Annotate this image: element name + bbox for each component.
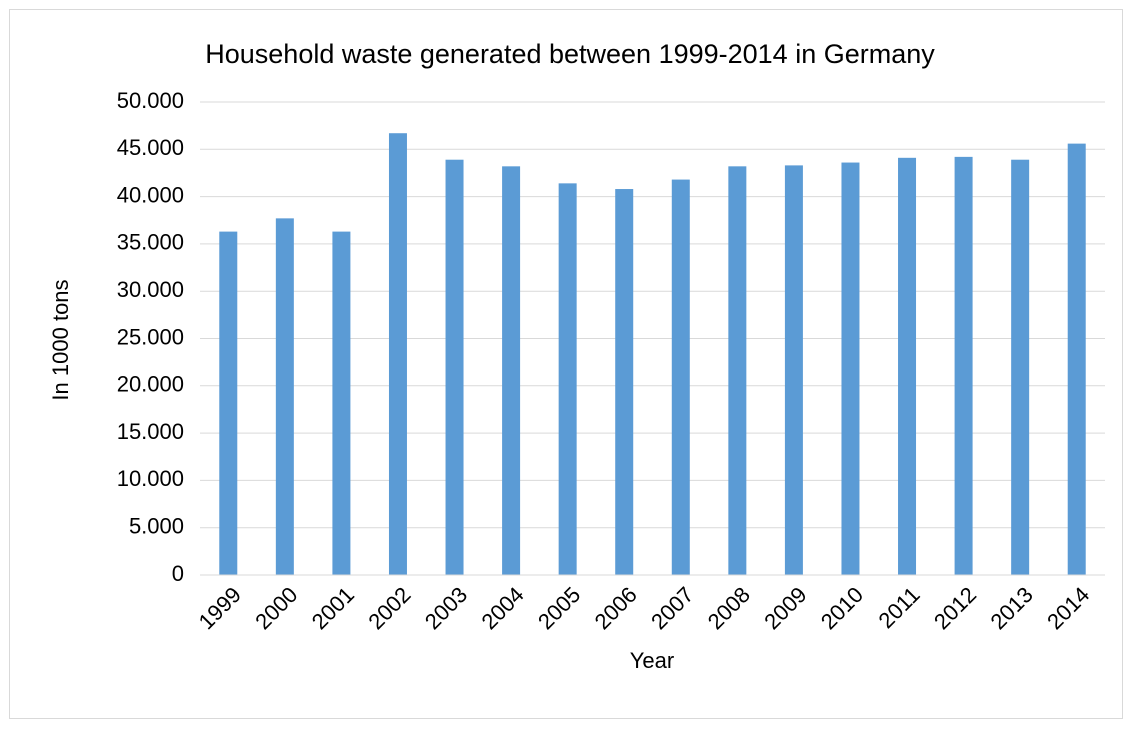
y-tick-label: 25.000 <box>117 324 184 349</box>
y-tick-label: 20.000 <box>117 372 184 397</box>
bar <box>332 231 351 576</box>
bar <box>275 218 294 575</box>
bar <box>558 183 577 575</box>
y-tick-label: 5.000 <box>129 514 184 539</box>
bar <box>388 133 407 575</box>
y-tick-label: 0 <box>172 561 184 586</box>
bar <box>954 156 973 576</box>
bar <box>615 189 634 576</box>
y-tick-label: 40.000 <box>117 182 184 207</box>
bar <box>1067 143 1086 575</box>
bar <box>1011 159 1030 575</box>
bar <box>219 231 238 576</box>
bar <box>445 159 464 575</box>
bar <box>671 179 690 575</box>
y-tick-label: 15.000 <box>117 419 184 444</box>
bar <box>784 165 803 575</box>
y-tick-label: 10.000 <box>117 466 184 491</box>
bar <box>898 157 917 575</box>
chart-title: Household waste generated between 1999-2… <box>205 39 935 69</box>
y-tick-label: 35.000 <box>117 230 184 255</box>
bar <box>502 166 521 575</box>
y-tick-label: 50.000 <box>117 88 184 113</box>
y-axis-label: In 1000 tons <box>48 279 73 400</box>
bar <box>728 166 747 575</box>
y-tick-label: 45.000 <box>117 135 184 160</box>
x-axis-label: Year <box>630 648 674 673</box>
y-tick-label: 30.000 <box>117 277 184 302</box>
bar <box>841 162 860 575</box>
